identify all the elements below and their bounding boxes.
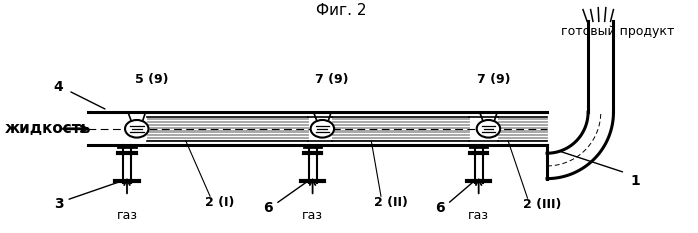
Ellipse shape	[125, 120, 149, 137]
Text: 7 (9): 7 (9)	[477, 73, 510, 86]
Text: газ: газ	[468, 209, 489, 222]
Text: 6: 6	[263, 201, 272, 215]
Text: жидкость: жидкость	[5, 121, 91, 136]
Bar	[332, 117, 469, 140]
Text: 2 (II): 2 (II)	[374, 195, 408, 209]
Bar	[147, 117, 308, 140]
Text: газ: газ	[302, 209, 323, 222]
Text: 6: 6	[435, 201, 445, 215]
Bar	[498, 117, 547, 140]
Text: 1: 1	[630, 174, 640, 188]
Text: 2 (III): 2 (III)	[523, 198, 561, 210]
Text: 7 (9): 7 (9)	[315, 73, 349, 86]
Text: 2 (I): 2 (I)	[205, 195, 235, 209]
Text: 4: 4	[54, 80, 64, 94]
Text: газ: газ	[117, 209, 138, 222]
Ellipse shape	[477, 120, 500, 137]
Text: готовый продукт: готовый продукт	[560, 25, 674, 38]
Text: 3: 3	[54, 197, 64, 211]
Text: 5 (9): 5 (9)	[135, 73, 168, 86]
Ellipse shape	[311, 120, 334, 137]
Text: Фиг. 2: Фиг. 2	[315, 3, 366, 18]
